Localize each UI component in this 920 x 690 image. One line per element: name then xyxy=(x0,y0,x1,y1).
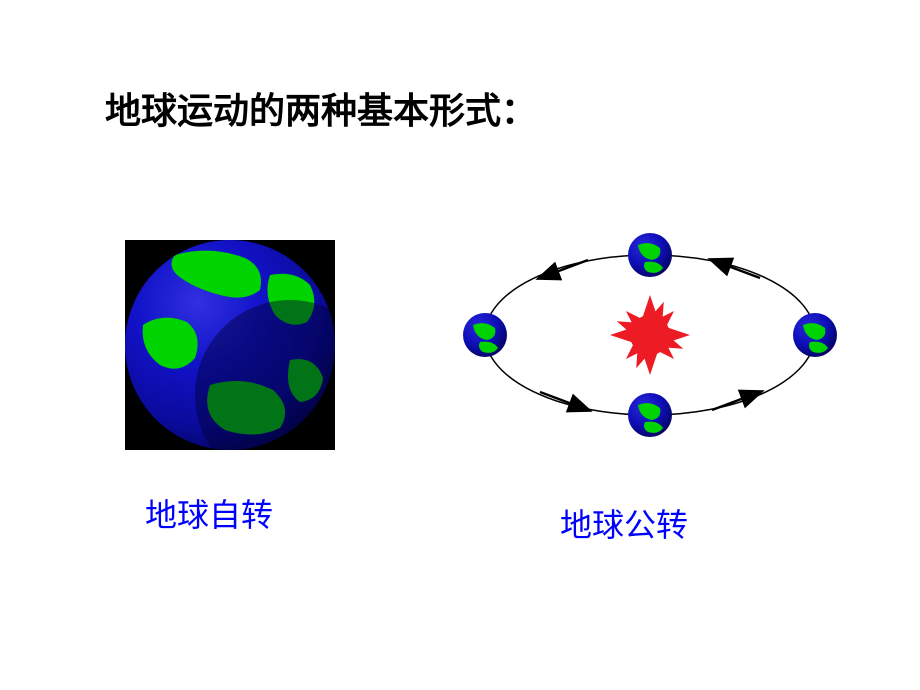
page-title: 地球运动的两种基本形式： xyxy=(105,82,537,134)
arrow-bottom-left xyxy=(540,392,588,410)
earth-revolution-svg xyxy=(460,230,840,440)
orbit-earth-bottom xyxy=(628,393,672,437)
earth-rotation-svg xyxy=(115,230,345,460)
arrow-top-left xyxy=(540,260,588,278)
sun-icon xyxy=(602,287,698,383)
arrow-top-right xyxy=(712,260,760,278)
revolution-label: 地球公转 xyxy=(560,500,688,546)
orbit-earth-right xyxy=(793,313,837,357)
orbit-earth-left xyxy=(463,313,507,357)
rotation-label: 地球自转 xyxy=(145,490,273,536)
rotation-diagram xyxy=(115,230,345,460)
arrow-bottom-right xyxy=(712,392,760,410)
revolution-diagram xyxy=(460,230,840,440)
orbit-earth-top xyxy=(628,233,672,277)
